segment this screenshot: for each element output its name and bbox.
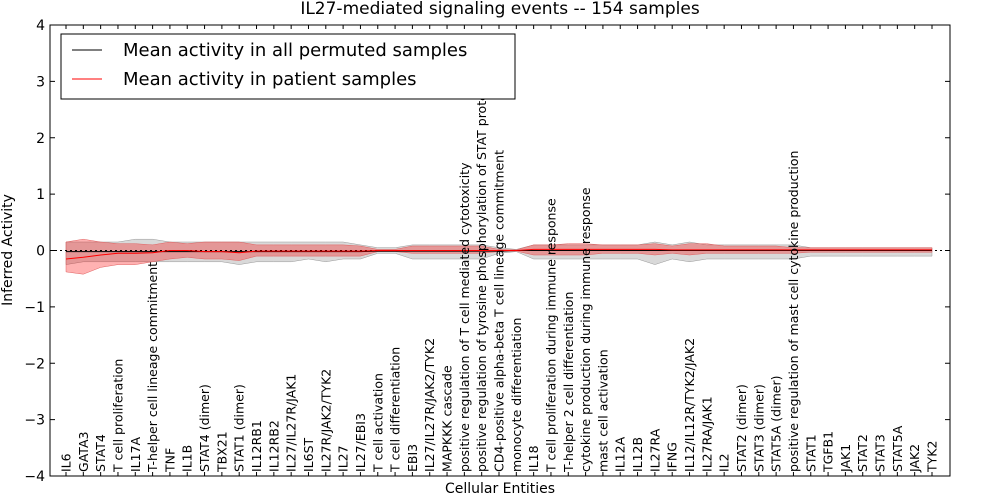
x-tick-label: positive regulation of tyrosine phosphor… [474,82,489,472]
x-tick-label: IL27R/JAK2/TYK2 [318,369,333,472]
x-tick-label: T cell proliferation during immune respo… [544,198,559,473]
patient-mean-line [65,248,932,260]
x-tick-label: TYK2 [925,441,940,473]
x-tick-label: JAK2 [907,444,922,473]
x-tick-label: IL27/IL27R/JAK2/TYK2 [422,338,437,472]
x-tick-label: T-helper 2 cell differentiation [561,292,576,473]
x-tick-label: TNF [162,448,177,473]
x-tick-label: T cell activation [370,373,385,473]
series-lines [50,248,950,260]
y-tick-label: 1 [36,187,45,203]
x-axis-label: Cellular Entities [445,481,555,497]
x-tick-label: STAT4 (dimer) [197,384,212,472]
x-tick-label: positive regulation of T cell mediated c… [457,162,472,472]
x-tick-label: IL12RB1 [249,420,264,472]
confidence-bands [65,238,933,275]
x-tick-label: IL17A [128,436,143,472]
x-tick-label: IL27 [336,445,351,472]
x-tick-label: IL2 [717,453,732,472]
permuted-band [65,238,933,265]
x-tick-label: IL12/IL12R/TYK2/JAK2 [682,338,697,472]
x-tick-labels: IL6 GATA3 STAT4 T cell proliferation IL17A T-… [59,82,940,473]
x-tick-label: STAT2 [855,434,870,472]
y-tick-label: 2 [36,131,45,147]
x-tick-label: CD4-positive alpha-beta T cell lineage c… [492,150,507,472]
legend-entry: Mean activity in all permuted samples [123,40,467,61]
x-tick-label: IL12A [613,436,628,472]
x-axis [65,25,933,476]
x-tick-label: STAT2 (dimer) [734,384,749,472]
x-tick-label: STAT1 (dimer) [232,384,247,472]
x-tick-label: GATA3 [76,432,91,472]
x-tick-label: IL1B [180,445,195,472]
x-tick-label: IL27RA/JAK1 [699,396,714,472]
x-tick-label: STAT3 [873,434,888,472]
x-tick-label: TGFB1 [821,431,836,473]
x-tick-label: mast cell activation [595,349,610,472]
x-tick-label: T cell differentiation [388,347,403,473]
x-tick-label: MAPKKK cascade [440,365,455,472]
y-tick-label: 0 [36,244,45,260]
patient-band [65,238,933,275]
chart-title: IL27-mediated signaling events -- 154 sa… [300,0,700,19]
y-tick-label: −4 [24,469,45,485]
x-tick-label: EBI3 [405,444,420,472]
x-tick-label: STAT3 (dimer) [751,384,766,472]
x-tick-label: positive regulation of mast cell cytokin… [786,151,801,472]
x-tick-label: cytokine production during immune respon… [578,187,593,472]
legend-box [60,33,516,100]
x-tick-label: STAT1 [803,434,818,472]
y-tick-label: 4 [36,18,45,34]
x-tick-label: TBX21 [214,431,229,473]
x-tick-label: IL6ST [301,437,316,472]
x-tick-label: STAT5A (dimer) [769,376,784,472]
y-tick-label: 3 [36,74,45,90]
x-tick-label: JAK1 [838,444,853,473]
x-tick-label: IL27/EBI3 [353,413,368,472]
x-tick-label: T-helper cell lineage commitment [145,262,160,473]
x-tick-label: IL12B [630,437,645,472]
x-tick-label: STAT5A [890,425,905,472]
x-tick-label: IL27/IL27R/JAK1 [284,374,299,472]
x-tick-label: IL6 [59,453,74,472]
x-tick-label: monocyte differentiation [509,318,524,472]
x-tick-label: IL12RB2 [266,420,281,472]
y-tick-label: −2 [24,356,45,372]
legend-entry: Mean activity in patient samples [123,69,417,90]
legend: Mean activity in all permuted samples Mea… [60,33,516,100]
x-tick-label: STAT4 [93,434,108,472]
y-tick-label: −1 [24,300,45,316]
x-tick-label: IL18 [526,445,541,472]
x-tick-label: T cell proliferation [111,359,126,473]
x-tick-label: IL27RA [647,428,662,472]
y-axis-label: Inferred Activity [0,194,16,306]
y-axis: −4 −3 −2 −1 0 1 2 3 4 [24,18,950,485]
y-tick-label: −3 [24,413,45,429]
x-tick-label: IFNG [665,442,680,472]
